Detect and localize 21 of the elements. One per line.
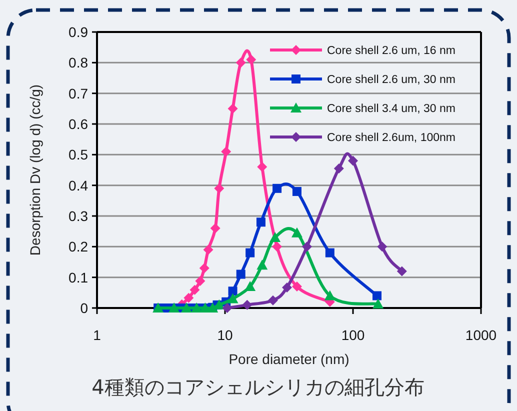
x-tick-label: 1 xyxy=(93,327,102,343)
y-tick-label: 0.1 xyxy=(68,269,88,286)
y-tick-label: 0.7 xyxy=(68,85,88,102)
x-tick-label: 100 xyxy=(341,327,365,343)
y-tick-label: 0.5 xyxy=(68,146,88,163)
y-tick-label: 0 xyxy=(80,300,88,316)
x-tick-label: 1000 xyxy=(465,327,497,343)
y-axis-title: Desorption Dv (log d) (cc/g) xyxy=(27,84,43,256)
x-axis-title: Pore diameter (nm) xyxy=(228,351,350,367)
legend-label: Core shell 2.6um, 100nm xyxy=(327,132,456,144)
legend-label: Core shell 2.6 um, 16 nm xyxy=(327,45,456,57)
legend-label: Core shell 3.4 um, 30 nm xyxy=(327,103,456,115)
text: 4種類のコアシェルシリカの細孔分布 xyxy=(92,375,424,399)
y-tick-label: 0.3 xyxy=(68,208,88,224)
x-tick-label: 10 xyxy=(217,327,233,343)
y-tick-label: 0.4 xyxy=(68,177,88,194)
legend-label: Core shell 2.6 um, 30 nm xyxy=(327,74,456,86)
y-tick-label: 0.8 xyxy=(68,54,88,71)
y-tick-label: 0.6 xyxy=(68,116,88,132)
y-tick-label: 0.9 xyxy=(68,24,88,40)
y-tick-label: 0.2 xyxy=(68,238,88,255)
